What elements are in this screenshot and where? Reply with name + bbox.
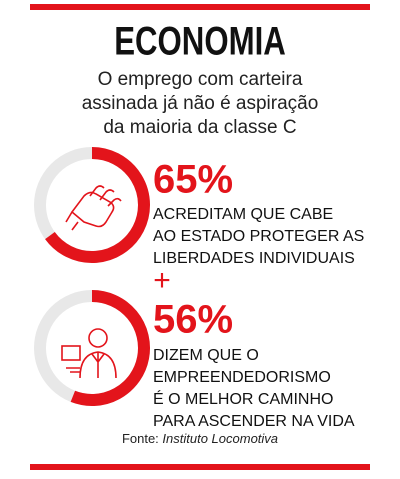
subtitle-line: da maioria da classe C [103,117,296,138]
bottom-rule [30,464,370,470]
gauge-arc [45,147,150,263]
stat-text: LIBERDADES INDIVIDUAIS [153,250,355,267]
stat-text: É O MELHOR CAMINHO [153,389,333,408]
stat-text: EMPREENDEDORISMO [153,369,331,386]
stat-text: AO ESTADO PROTEGER AS [153,228,364,245]
title: ECONOMIA [114,19,286,64]
stat-value: 65% [153,158,233,202]
source-text: Fonte: Instituto Locomotiva [122,431,278,446]
stat-text: DIZEM QUE O [153,347,259,364]
stat-value: 56% [153,298,233,342]
subtitle-line: assinada já não é aspiração [82,93,319,114]
source: Fonte: Instituto Locomotiva [122,431,278,446]
fist-icon [65,185,122,231]
source-name: Instituto Locomotiva [162,431,278,446]
gauge-arc [70,290,150,406]
separator: + [153,264,171,297]
stat-text: PARA ASCENDER NA VIDA [153,413,355,430]
person-icon [61,328,117,379]
top-rule [30,4,370,10]
source-prefix: Fonte: [122,431,159,446]
stat-text: ACREDITAM QUE CABE [153,206,333,223]
subtitle-line: O emprego com carteira [98,69,303,90]
